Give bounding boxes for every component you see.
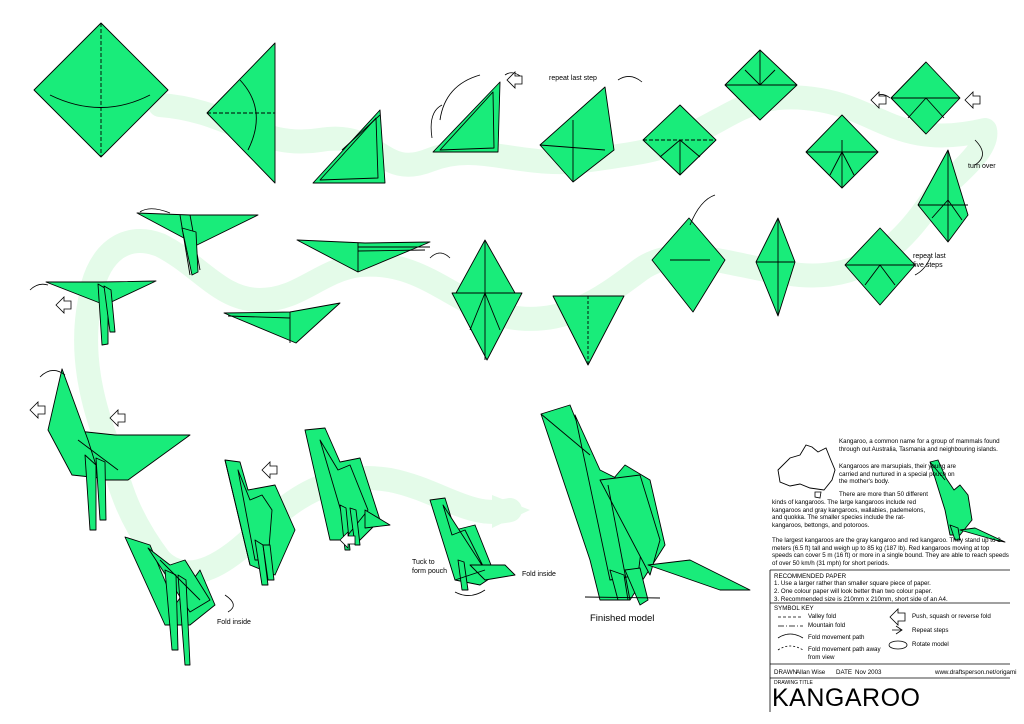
drawn-label: DRAWN <box>774 669 798 676</box>
step-1-square-diamond <box>33 22 169 158</box>
repeat-steps-label: Repeat steps <box>912 627 949 634</box>
step-6-square-base <box>642 104 717 176</box>
date-label: DATE <box>836 669 853 676</box>
step-19-legs-down <box>45 280 157 346</box>
step-17-wings-left <box>223 302 341 344</box>
symbol-key-glyphs <box>777 608 908 651</box>
mountain-fold-label: Mountain fold <box>808 622 846 629</box>
step-13-kite <box>651 217 726 313</box>
fold-path-away-icon <box>777 645 804 651</box>
push-fold-label: Push, squash or reverse fold <box>912 613 991 620</box>
step-4-flap <box>432 74 501 153</box>
date-value: Nov 2003 <box>855 669 882 676</box>
valley-fold-label: Valley fold <box>808 613 837 620</box>
repeat-five-steps-label: repeat last five steps <box>913 253 946 269</box>
drawing-title: KANGAROO <box>772 684 921 712</box>
info-paragraph-2: Kangaroos are marsupials, their young ar… <box>839 463 956 486</box>
fold-inside-label-pouch: Fold inside <box>522 571 556 578</box>
step-20-head-up <box>47 368 191 531</box>
push-fold-icon <box>889 608 906 626</box>
paper-item-2: 2. One colour paper will look better tha… <box>774 588 933 595</box>
info-paragraph-4: The largest kangaroos are the gray kanga… <box>772 537 1009 567</box>
step-11-square-base <box>844 227 916 306</box>
step-7-petal <box>724 49 798 121</box>
tuck-pouch-label: Tuck to form pouch <box>412 559 448 575</box>
path-arrowhead <box>492 495 530 528</box>
info-kangaroo-illustration <box>929 459 1006 543</box>
symbol-key-heading: SYMBOL KEY <box>774 605 814 612</box>
step-10-long-diamond <box>917 149 969 243</box>
paper-item-1: 1. Use a larger rather than smaller squa… <box>774 580 931 587</box>
step-14-inverted-triangle <box>552 295 625 366</box>
turn-over-label: turn over <box>968 163 996 170</box>
fold-inside-label-head: Fold inside <box>217 619 251 626</box>
step-12-narrow-kite <box>755 217 796 317</box>
step-24-kangaroo-pouch <box>429 497 516 591</box>
step-9-square-base <box>890 61 961 135</box>
website-url: www.draftsperson.net/origami <box>935 669 1017 676</box>
repeat-last-step-label: repeat last step <box>549 75 597 82</box>
fold-movement-label: Fold movement path <box>808 634 865 641</box>
step-21-head-formed <box>124 536 216 666</box>
drawing-title-label: DRAWING TITLE <box>774 680 813 686</box>
info-panel-frame <box>769 569 1010 712</box>
info-paragraph-3b: kinds of kangaroos. The large kangaroos … <box>772 499 926 529</box>
step-22-kangaroo-stage <box>224 459 296 586</box>
paper-item-3: 3. Recommended size is 210mm x 210mm, sh… <box>774 596 948 603</box>
rotate-model-icon <box>888 640 908 650</box>
info-paragraph-3a: There are more than 50 different <box>839 491 928 498</box>
step-2-triangle <box>206 42 276 184</box>
step-16-wings-right <box>296 239 431 273</box>
step-25-finished-kangaroo <box>540 404 751 606</box>
step-23-kangaroo-stage <box>304 427 391 551</box>
fold-path-icon <box>777 633 804 639</box>
recommended-paper-heading: RECOMMENDED PAPER <box>774 573 847 580</box>
fold-arrows <box>29 72 983 613</box>
step-5-squash <box>539 86 615 183</box>
step-18-legs-forming <box>136 212 259 276</box>
fold-movement-away-label: Fold movement path away from view <box>808 646 881 661</box>
info-paragraph-1: Kangaroo, a common name for a group of m… <box>839 438 1000 453</box>
drawn-value: Allan Wise <box>796 669 826 676</box>
push-arrow-icons <box>29 71 981 549</box>
finished-model-label: Finished model <box>590 613 655 624</box>
step-15-bird-base <box>451 239 523 361</box>
australia-map-icon <box>777 444 836 491</box>
repeat-steps-icon <box>892 625 903 635</box>
rotate-model-label: Rotate model <box>912 641 949 648</box>
step-3-folded-kite <box>312 109 386 184</box>
step-8-petal <box>805 114 879 189</box>
tasmania-icon <box>814 491 822 499</box>
